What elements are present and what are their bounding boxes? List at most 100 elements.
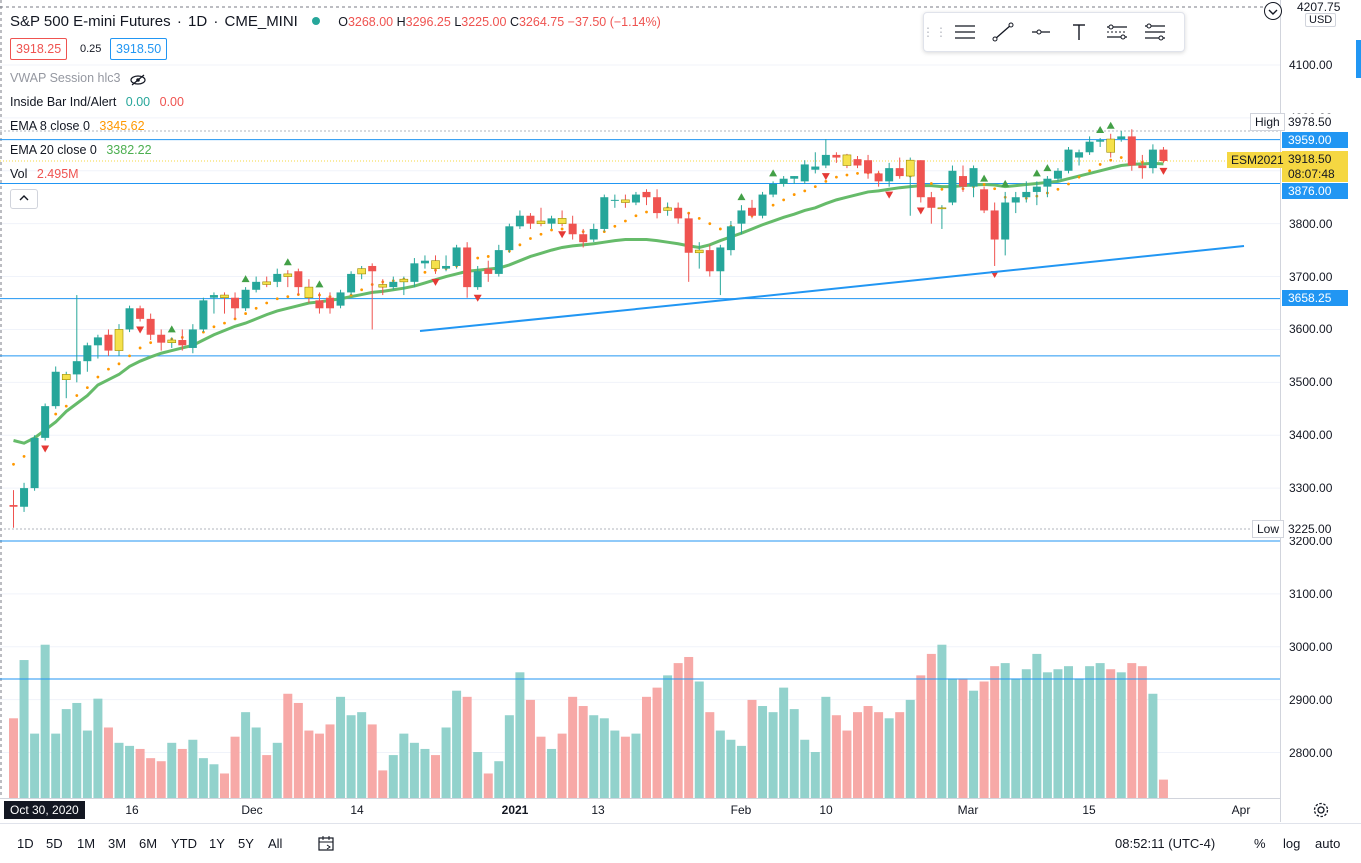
candle-body [389, 281, 398, 288]
price-tick-label: 3800.00 [1289, 216, 1333, 231]
volume-bar [198, 758, 208, 798]
range-button-1y[interactable]: 1Y [209, 836, 225, 851]
inside-bar-legend[interactable]: Inside Bar Ind/Alert 0.00 0.00 [10, 95, 184, 109]
price-axis[interactable]: 4207.75 USD 4100.004000.003900.003800.00… [1280, 0, 1361, 822]
clock-time[interactable]: 08:52:11 (UTC-4) [1115, 836, 1216, 851]
goto-realtime-icon[interactable] [1264, 2, 1282, 20]
trend-lines [419, 245, 1245, 332]
candle-body [1032, 186, 1041, 192]
candle-body [431, 260, 440, 269]
range-button-6m[interactable]: 6M [139, 836, 158, 851]
price-tick-label: 3600.00 [1289, 322, 1333, 337]
volume-bar [926, 653, 936, 798]
horizontal-lines-tool[interactable] [946, 17, 984, 47]
ema8-dot [22, 454, 26, 458]
candle-body [1096, 140, 1105, 142]
candle-body [420, 260, 429, 264]
volume-bar [146, 758, 156, 798]
current-price: 3918.50 [1282, 151, 1348, 167]
drag-handle[interactable]: ⋮⋮ [922, 25, 948, 39]
side-panel-handle[interactable] [1356, 40, 1361, 78]
range-button-1d[interactable]: 1D [17, 836, 34, 851]
volume-bar [462, 696, 472, 798]
volume-bar [958, 678, 968, 798]
candle-body [315, 300, 324, 309]
candle-body [1106, 138, 1115, 153]
range-button-3m[interactable]: 3M [108, 836, 127, 851]
vwap-legend[interactable]: VWAP Session hlc3 [10, 71, 152, 86]
chart-settings-button[interactable] [1312, 801, 1330, 824]
volume-bar [156, 761, 166, 798]
parallel-channel-tool[interactable] [1098, 17, 1136, 47]
candle-body [621, 199, 630, 203]
buy-signal-marker [1001, 179, 1010, 187]
volume-bar [547, 748, 557, 798]
candle-body [9, 505, 18, 507]
volume-bar [388, 755, 398, 798]
volume-bar [1053, 669, 1063, 798]
candle-body [705, 250, 714, 272]
price-tick-label: 3400.00 [1289, 428, 1333, 443]
log-toggle[interactable]: log [1283, 836, 1301, 851]
ema8-dot [634, 214, 638, 218]
candle-body [473, 271, 482, 288]
candle-body [853, 159, 862, 166]
ema8-dot [539, 232, 543, 236]
ema8-dot [64, 404, 68, 408]
volume-legend[interactable]: Vol 2.495M [10, 167, 79, 181]
volume-bar [378, 770, 388, 798]
trend-line-tool[interactable] [984, 17, 1022, 47]
sell-button[interactable]: 3918.25 [10, 38, 68, 60]
buy-button[interactable]: 3918.50 [110, 38, 168, 60]
range-button-all[interactable]: All [268, 836, 283, 851]
volume-bar [1000, 663, 1010, 798]
volume-bar [167, 742, 177, 798]
interval: 1D [187, 13, 208, 30]
candle-body [484, 268, 493, 274]
sell-signal-marker [136, 326, 145, 334]
candle-body [790, 176, 799, 179]
volume-bar [409, 742, 419, 798]
candle-body [1159, 149, 1168, 161]
auto-toggle[interactable]: auto [1315, 836, 1341, 851]
range-button-5d[interactable]: 5D [46, 836, 63, 851]
time-tick-label: 16 [125, 803, 139, 817]
candle-body [347, 273, 356, 293]
range-button-ytd[interactable]: YTD [171, 836, 197, 851]
range-button-1m[interactable]: 1M [77, 836, 96, 851]
candle-body [93, 337, 102, 346]
trend-line-icon [992, 22, 1014, 42]
candle-body [684, 218, 693, 253]
text-tool[interactable] [1060, 17, 1098, 47]
price-top-partial: 4207.75 [1297, 0, 1341, 14]
candle-body [452, 247, 461, 266]
date-range-button[interactable] [318, 835, 336, 854]
volume-bar [789, 709, 799, 798]
time-axis[interactable]: Oct 30, 2020 16 Dec 14 2021 13 Feb 10 Mar 15 Apr [0, 798, 1280, 823]
horizontal-ray-tool[interactable] [1022, 17, 1060, 47]
price-chart[interactable] [0, 0, 1280, 822]
ema8-dot [117, 362, 121, 366]
percent-toggle[interactable]: % [1254, 836, 1266, 851]
ema8-dot [212, 325, 216, 329]
market-status-dot [312, 17, 321, 26]
ema8-dot [128, 354, 131, 358]
candle-body [199, 300, 208, 330]
candle-body [526, 215, 535, 224]
eye-hidden-icon[interactable] [130, 74, 146, 86]
ema8-dot [803, 189, 807, 193]
buy-signal-marker [737, 193, 746, 201]
currency-label[interactable]: USD [1305, 13, 1337, 27]
range-button-5y[interactable]: 5Y [238, 836, 254, 851]
time-tick-label: 10 [819, 803, 833, 817]
price-tick-label: 4100.00 [1289, 58, 1333, 72]
ema20-legend[interactable]: EMA 20 close 0 3382.22 [10, 143, 152, 157]
collapse-legend-button[interactable] [10, 189, 38, 209]
text-icon [1073, 24, 1085, 40]
volume-bar [1158, 779, 1168, 798]
chart-title[interactable]: S&P 500 E-mini Futures · 1D · CME_MINI O… [10, 13, 661, 30]
ema8-legend[interactable]: EMA 8 close 0 3345.62 [10, 119, 145, 133]
regression-tool[interactable] [1136, 17, 1174, 47]
ema8-dot [1077, 175, 1081, 179]
candle-body [262, 281, 272, 285]
